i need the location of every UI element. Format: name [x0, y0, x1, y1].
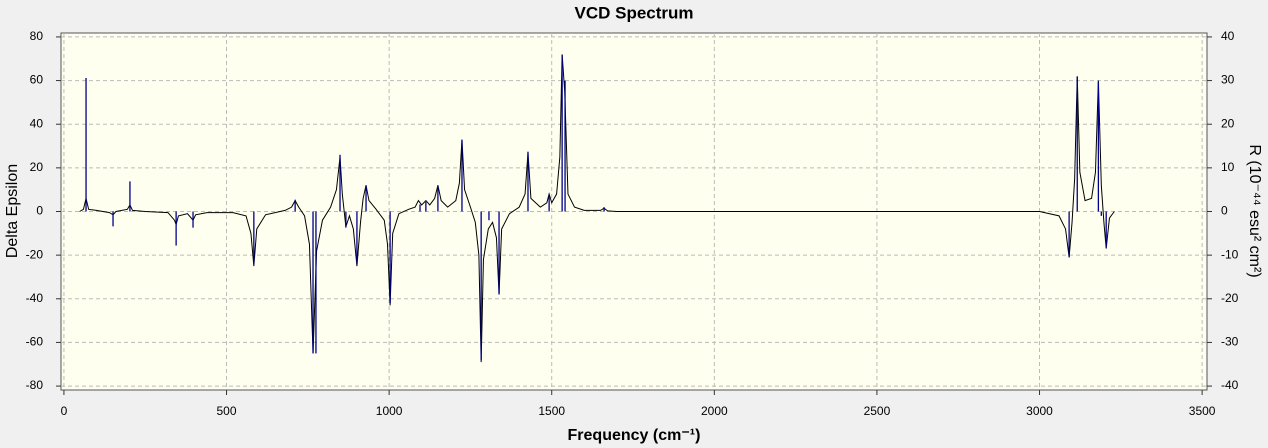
x-tick-label: 0 [61, 404, 68, 418]
y-tick-label: 20 [30, 160, 44, 174]
y-tick-label: -20 [26, 247, 44, 261]
y2-tick-label: 20 [1221, 116, 1235, 130]
y2-tick-label: 0 [1221, 204, 1228, 218]
y2-tick-label: 10 [1221, 160, 1235, 174]
y-tick-label: -60 [26, 335, 44, 349]
y2-tick-label: -10 [1221, 247, 1239, 261]
x-tick-label: 3500 [1189, 404, 1216, 418]
y-tick-label: -40 [26, 291, 44, 305]
y-tick-label: 60 [30, 73, 44, 87]
y2-tick-label: 40 [1221, 29, 1235, 43]
x-tick-label: 2000 [701, 404, 728, 418]
y2-tick-label: 30 [1221, 73, 1235, 87]
x-axis-label: Frequency (cm⁻¹) [568, 427, 701, 444]
y2-axis-label: R (10⁻⁴⁴ esu² cm²) [1246, 144, 1263, 277]
x-tick-label: 3000 [1026, 404, 1053, 418]
y-tick-label: 40 [30, 116, 44, 130]
y-tick-label: 80 [30, 29, 44, 43]
y2-tick-label: -30 [1221, 335, 1239, 349]
x-tick-label: 1500 [538, 404, 565, 418]
y2-tick-label: -40 [1221, 378, 1239, 392]
x-tick-label: 500 [217, 404, 237, 418]
x-tick-label: 1000 [376, 404, 403, 418]
x-tick-label: 2500 [864, 404, 891, 418]
y2-tick-label: -20 [1221, 291, 1239, 305]
y-axis-label: Delta Epsilon [4, 164, 21, 258]
y-tick-label: 0 [36, 204, 43, 218]
y-tick-label: -80 [26, 378, 44, 392]
chart-title: VCD Spectrum [574, 3, 693, 22]
